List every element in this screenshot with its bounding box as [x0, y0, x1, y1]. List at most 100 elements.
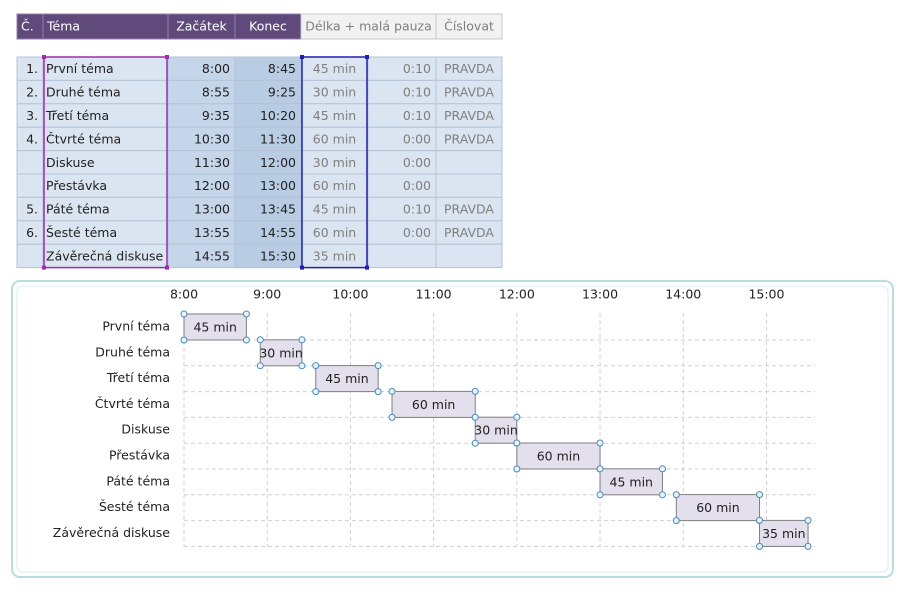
cell-text: 35 min: [313, 248, 356, 263]
bar: [759, 519, 809, 547]
cell-text: PRAVDA: [444, 202, 494, 217]
x-tick-label: 10:00: [332, 287, 368, 302]
shape-handle: [471, 413, 479, 421]
header-text: Téma: [46, 19, 80, 34]
shape-handle: [180, 310, 188, 318]
data-label: 30 min: [474, 423, 517, 438]
shape-handle: [658, 491, 666, 499]
bar: [516, 442, 601, 470]
cell-text: PRAVDA: [444, 85, 494, 100]
selection-handle: [300, 265, 304, 270]
shape-handle: [672, 517, 680, 525]
cell: [16, 243, 44, 269]
y-tick-label: Přestávka: [109, 448, 170, 463]
shape-handle: [804, 516, 812, 524]
shape-handle: [388, 387, 396, 395]
cell-text: 11:30: [194, 155, 230, 170]
cell-text: 30 min: [313, 155, 356, 170]
cell-text: 4.: [26, 131, 38, 146]
bar: [315, 365, 379, 393]
cell: [367, 243, 437, 269]
selection: [43, 56, 168, 269]
shape-handle: [242, 310, 250, 318]
y-tick-label: První téma: [102, 319, 170, 334]
cell: [435, 173, 503, 198]
cell-text: Páté téma: [46, 202, 110, 217]
cell-text: Závěrečná diskuse: [46, 248, 164, 263]
shape-handle: [513, 413, 521, 421]
shape-handle: [756, 491, 764, 499]
y-tick-label: Diskuse: [121, 422, 170, 437]
cell-text: 12:00: [194, 178, 230, 193]
data-label: 60 min: [412, 397, 455, 412]
bar: [599, 468, 663, 496]
selection: [301, 56, 368, 269]
cell-text: 6.: [26, 225, 38, 240]
data-label: 60 min: [696, 500, 739, 515]
cell-text: 0:00: [403, 155, 431, 170]
shape-handle: [374, 362, 382, 370]
cell-text: 30 min: [313, 85, 356, 100]
chart-frame[interactable]: [11, 280, 894, 578]
x-tick-label: 9:00: [253, 287, 281, 302]
shape-handle: [804, 542, 812, 550]
header-text: Číslovat: [444, 19, 494, 34]
header-text: Č.: [21, 19, 34, 34]
shape-handle: [471, 387, 479, 395]
cell-text: 0:10: [403, 108, 431, 123]
cell: [16, 173, 44, 198]
header-cell: [42, 13, 169, 40]
cell-text: 2.: [26, 85, 38, 100]
cell-text: 10:30: [194, 131, 230, 146]
cell-text: 8:55: [202, 85, 230, 100]
cell-text: 13:00: [194, 202, 230, 217]
cell-text: 45 min: [313, 202, 356, 217]
selection-handle: [42, 265, 46, 270]
cell-text: Druhé téma: [46, 85, 121, 100]
shape-handle: [513, 439, 521, 447]
shape-handle: [256, 362, 264, 370]
bar: [474, 416, 518, 444]
shape-handle: [672, 491, 680, 499]
x-tick-label: 11:00: [416, 287, 452, 302]
shape-handle: [596, 491, 604, 499]
cell: [16, 150, 44, 175]
cell-text: První téma: [46, 61, 114, 76]
shape-handle: [513, 465, 521, 473]
y-tick-label: Čtvrté téma: [95, 396, 170, 411]
cell-text: 13:00: [260, 178, 296, 193]
shape-handle: [312, 362, 320, 370]
cell-text: 3.: [26, 108, 38, 123]
cell-text: 1.: [26, 61, 38, 76]
x-tick-label: 15:00: [748, 287, 784, 302]
cell-text: 11:30: [260, 131, 296, 146]
x-tick-label: 14:00: [665, 287, 701, 302]
header-cell: [435, 13, 503, 40]
cell-text: 13:55: [194, 225, 230, 240]
cell-text: 5.: [26, 202, 38, 217]
y-tick-label: Šesté téma: [99, 499, 170, 514]
cell-text: 8:45: [268, 61, 296, 76]
header-text: Začátek: [176, 19, 227, 34]
header-cell: [300, 13, 437, 40]
shape-handle: [298, 362, 306, 370]
data-label: 30 min: [259, 345, 302, 360]
shape-handle: [312, 388, 320, 396]
cell-text: Šesté téma: [46, 225, 117, 240]
cell-text: 12:00: [260, 155, 296, 170]
cell: [435, 150, 503, 175]
cell-text: 60 min: [313, 225, 356, 240]
cell-text: Diskuse: [46, 155, 95, 170]
cell-text: 0:00: [403, 131, 431, 146]
cell-text: 0:00: [403, 225, 431, 240]
bar: [675, 494, 761, 522]
header-cell: [234, 13, 302, 40]
data-label: 45 min: [325, 371, 368, 386]
selection-handle: [365, 265, 369, 270]
selection-handle: [165, 55, 169, 59]
shape-handle: [256, 336, 264, 344]
cell-text: 0:00: [403, 178, 431, 193]
cell-text: 0:10: [403, 61, 431, 76]
